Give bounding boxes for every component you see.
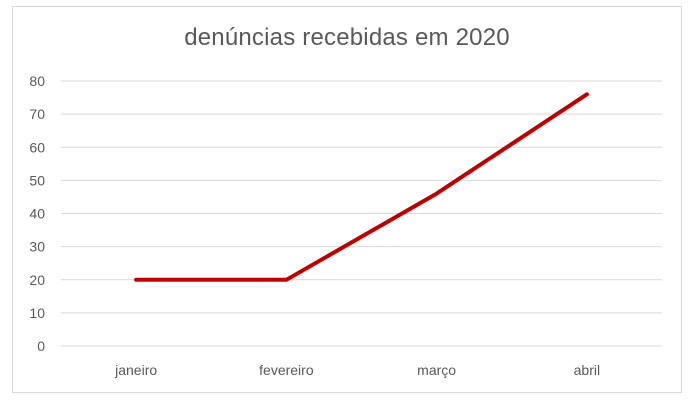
y-tick-label: 40 (29, 206, 45, 222)
y-tick-label: 80 (29, 73, 45, 89)
chart-title: denúncias recebidas em 2020 (184, 24, 510, 51)
y-axis-tick-labels: 0 10 20 30 40 50 60 70 80 (29, 73, 45, 354)
series-line (134, 92, 589, 282)
x-tick-label: janeiro (114, 362, 157, 378)
x-tick-label: abril (574, 362, 600, 378)
y-tick-label: 50 (29, 172, 45, 188)
y-tick-label: 70 (29, 106, 45, 122)
x-tick-label: março (417, 362, 456, 378)
series-lines (134, 92, 589, 282)
gridlines (61, 80, 662, 347)
y-tick-label: 20 (29, 272, 45, 288)
y-tick-label: 0 (37, 338, 45, 354)
x-tick-label: fevereiro (259, 362, 314, 378)
y-tick-label: 10 (29, 305, 45, 321)
x-axis-tick-labels: janeiro fevereiro março abril (114, 362, 600, 378)
y-tick-label: 60 (29, 139, 45, 155)
y-tick-label: 30 (29, 239, 45, 255)
